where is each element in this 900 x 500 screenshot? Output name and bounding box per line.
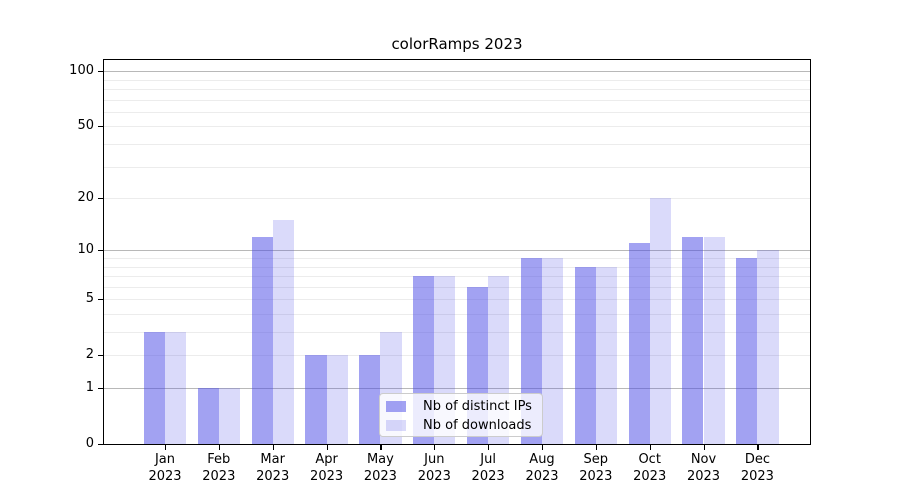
gridline: [104, 71, 810, 73]
legend: Nb of distinct IPs Nb of downloads: [379, 393, 543, 437]
bar-downloads: [703, 236, 725, 444]
bar-distinct-ips: [736, 258, 758, 444]
plot-area: [103, 59, 811, 445]
gridline: [104, 332, 810, 333]
x-tick: [380, 445, 382, 450]
gridline: [104, 276, 810, 277]
x-tick: [165, 445, 167, 450]
x-tick-label: Jun 2023: [417, 452, 451, 484]
y-tick: [98, 355, 104, 357]
x-tick: [703, 445, 705, 450]
y-tick-label: 10: [77, 242, 94, 258]
legend-swatch-downloads: [386, 420, 406, 431]
legend-item-distinct-ips: Nb of distinct IPs: [386, 397, 536, 416]
x-tick-label: Apr 2023: [310, 452, 344, 484]
y-tick: [98, 126, 104, 128]
gridline: [104, 111, 810, 113]
y-tick-label: 20: [77, 190, 94, 205]
x-tick: [218, 445, 220, 450]
x-tick-label: Aug 2023: [525, 452, 559, 484]
gridline: [104, 143, 810, 145]
bar-distinct-ips: [251, 236, 273, 444]
x-tick: [757, 445, 759, 450]
chart-title: colorRamps 2023: [391, 35, 523, 53]
gridline: [104, 286, 810, 288]
bar-distinct-ips: [305, 355, 327, 444]
x-tick: [272, 445, 274, 450]
gridline: [104, 299, 810, 301]
gridline: [104, 79, 810, 81]
x-tick-label: Sep 2023: [579, 452, 613, 484]
bar-distinct-ips: [197, 388, 219, 444]
y-tick: [98, 388, 104, 390]
gridline: [104, 126, 810, 128]
y-tick: [98, 299, 104, 301]
x-tick-label: Nov 2023: [686, 452, 721, 484]
y-tick-label: 1: [85, 380, 94, 395]
bar-downloads: [595, 266, 617, 444]
gridline: [104, 88, 810, 90]
gridline: [104, 314, 810, 315]
bar-distinct-ips: [574, 266, 596, 444]
legend-label-distinct-ips: Nb of distinct IPs: [423, 399, 532, 414]
bar-downloads: [326, 355, 348, 444]
gridline: [104, 266, 810, 268]
y-tick: [98, 250, 104, 252]
bar-distinct-ips: [143, 332, 165, 444]
gridline: [104, 99, 810, 101]
y-tick-label: 50: [77, 118, 94, 134]
x-tick: [326, 445, 328, 450]
y-tick-label: 0: [85, 436, 94, 451]
bar-downloads: [649, 198, 671, 444]
x-tick-label: Mar 2023: [256, 452, 290, 484]
bar-downloads: [272, 220, 294, 444]
y-tick: [98, 71, 104, 73]
bar-distinct-ips: [682, 236, 704, 444]
gridline: [104, 250, 810, 252]
legend-swatch-distinct-ips: [386, 401, 406, 412]
gridline: [104, 355, 810, 357]
x-tick-label: Dec 2023: [740, 452, 774, 484]
x-tick: [434, 445, 436, 450]
x-tick-label: Oct 2023: [633, 452, 667, 484]
legend-item-downloads: Nb of downloads: [386, 416, 536, 435]
y-tick-label: 2: [85, 347, 94, 363]
gridline: [104, 198, 810, 199]
x-tick-label: Feb 2023: [202, 452, 236, 484]
y-tick: [98, 198, 104, 200]
x-tick-label: May 2023: [363, 452, 397, 484]
bar-downloads: [218, 388, 240, 444]
y-tick-label: 100: [69, 63, 94, 79]
bar-distinct-ips: [359, 355, 381, 444]
bar-distinct-ips: [628, 243, 650, 444]
gridline: [104, 166, 810, 168]
gridline: [104, 388, 810, 389]
bar-downloads: [165, 332, 187, 444]
x-tick: [542, 445, 544, 450]
x-tick-label: Jan 2023: [148, 452, 182, 484]
bar-downloads: [541, 258, 564, 444]
gridline: [104, 258, 810, 259]
legend-label-downloads: Nb of downloads: [423, 418, 532, 433]
y-tick-label: 5: [85, 291, 94, 307]
x-tick: [488, 445, 490, 450]
y-tick: [98, 444, 104, 446]
bar-downloads: [757, 250, 779, 444]
x-tick: [649, 445, 651, 450]
x-tick: [595, 445, 597, 450]
x-tick-label: Jul 2023: [471, 452, 505, 484]
